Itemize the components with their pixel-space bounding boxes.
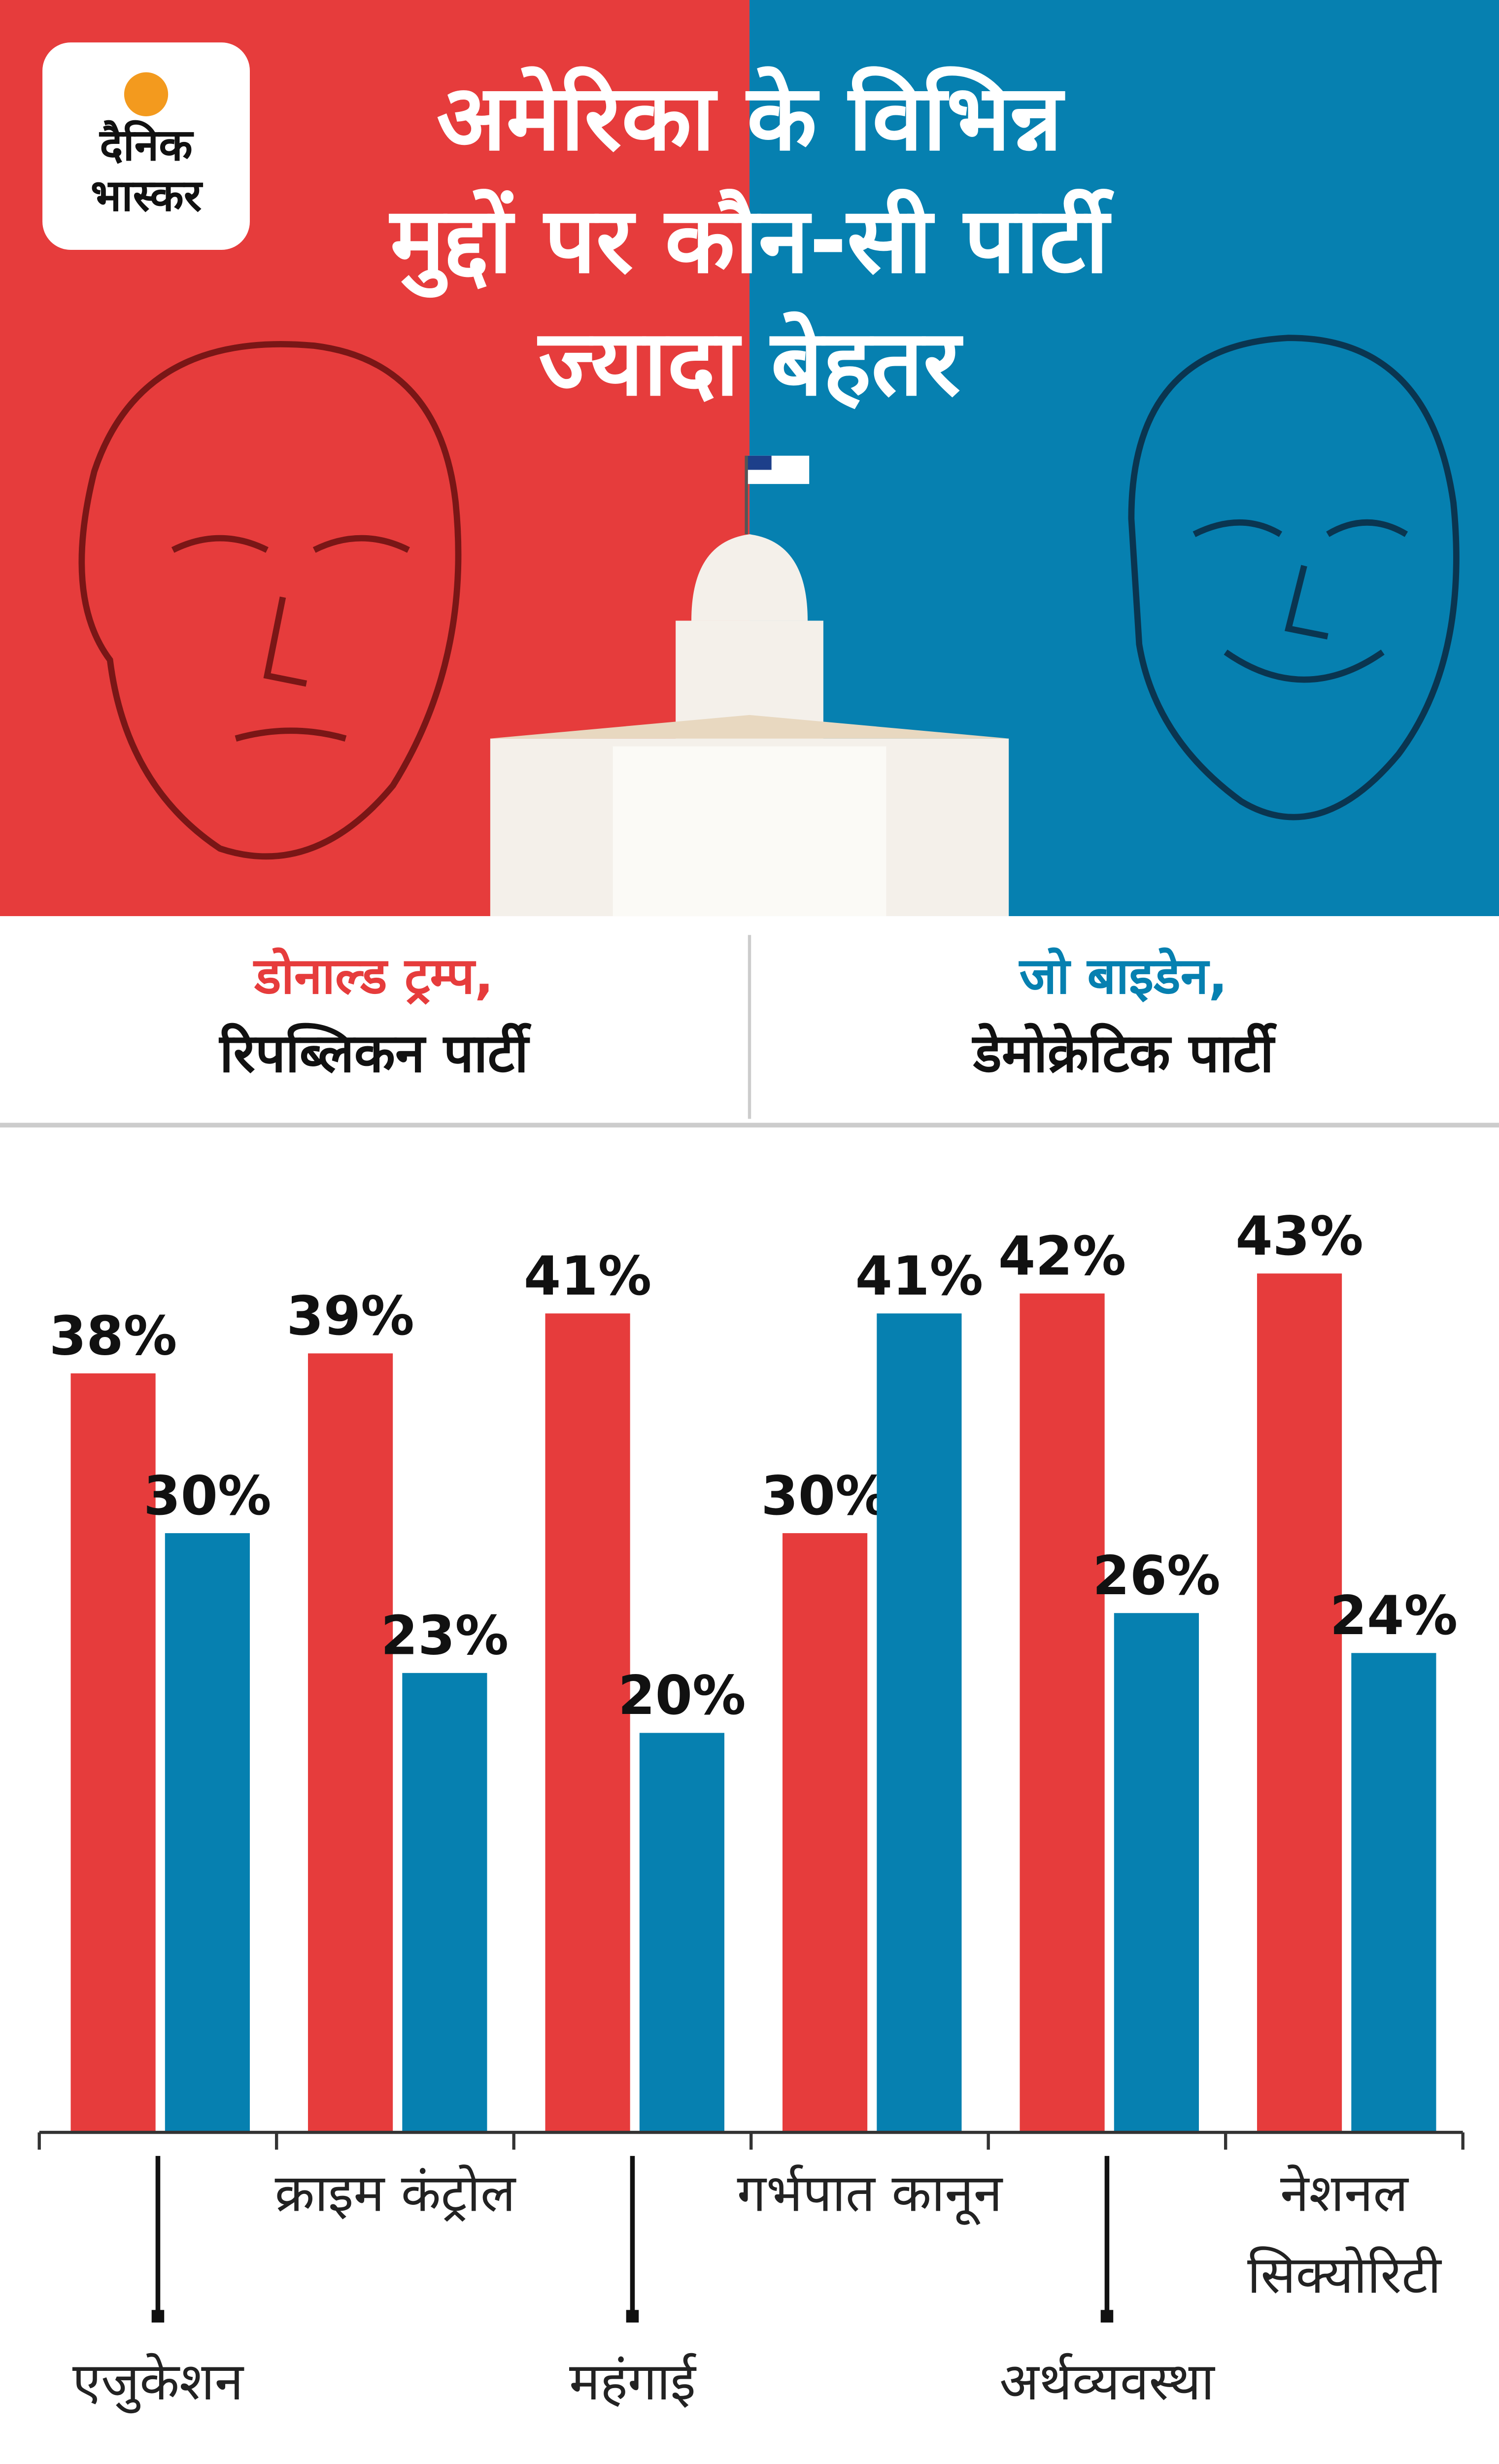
bar (639, 1733, 724, 2133)
legend-party: डेमोक्रेटिक पार्टी (972, 1022, 1277, 1085)
logo-sun (124, 72, 169, 116)
value-label: 30% (143, 1465, 271, 1527)
x-tick-label: नेशनल सिक्योरिटी (1247, 2162, 1441, 2305)
value-label: 42% (998, 1225, 1126, 1287)
value-label: 43% (1235, 1205, 1363, 1267)
chart-title: ज्यादा बेहतर (537, 309, 964, 416)
value-label: 20% (618, 1664, 746, 1727)
bar (1114, 1613, 1199, 2133)
bar (877, 1313, 962, 2133)
value-label: 41% (524, 1245, 651, 1307)
bar (307, 1353, 393, 2133)
portrait-left (78, 341, 462, 860)
bar (545, 1313, 630, 2133)
legend-party: रिपब्लिकन पार्टी (219, 1022, 532, 1085)
bar (1351, 1653, 1436, 2133)
value-label: 39% (286, 1285, 414, 1347)
x-tick-label: महंगाई (569, 2351, 696, 2412)
bar (165, 1533, 250, 2133)
value-label: 38% (49, 1305, 177, 1368)
value-label: 23% (381, 1605, 509, 1667)
label-leader-dot (1100, 2310, 1114, 2323)
x-tick-label: गर्भपात कानून (737, 2162, 1003, 2224)
chart-title: मुद्दों पर कौन-सी पार्टी (389, 187, 1114, 298)
bar (1257, 1273, 1342, 2133)
logo-text: दैनिक (99, 120, 194, 171)
value-label: 24% (1330, 1584, 1458, 1647)
label-leader-dot (626, 2310, 639, 2323)
x-tick-label: अर्थव्यवस्था (999, 2351, 1215, 2412)
logo-text: भास्कर (91, 170, 204, 221)
label-leader-dot (151, 2310, 165, 2323)
legend-name: डोनाल्ड ट्रम्प, (253, 947, 494, 1005)
x-tick-label: एजुकेशन (72, 2351, 243, 2412)
bar (402, 1673, 487, 2133)
value-label: 41% (855, 1245, 983, 1307)
legend-name: जो बाइडेन, (1019, 947, 1227, 1005)
bar (1020, 1293, 1105, 2133)
chart-title: अमेरिका के विभिन्न (437, 65, 1065, 171)
value-label: 30% (761, 1465, 888, 1527)
capitol (490, 455, 1009, 917)
value-label: 26% (1092, 1544, 1220, 1607)
logo-box (42, 42, 250, 250)
bar (70, 1373, 156, 2133)
bar (782, 1533, 868, 2133)
portrait-right (1128, 335, 1460, 821)
x-tick-label: क्राइम कंट्रोल (274, 2162, 516, 2224)
